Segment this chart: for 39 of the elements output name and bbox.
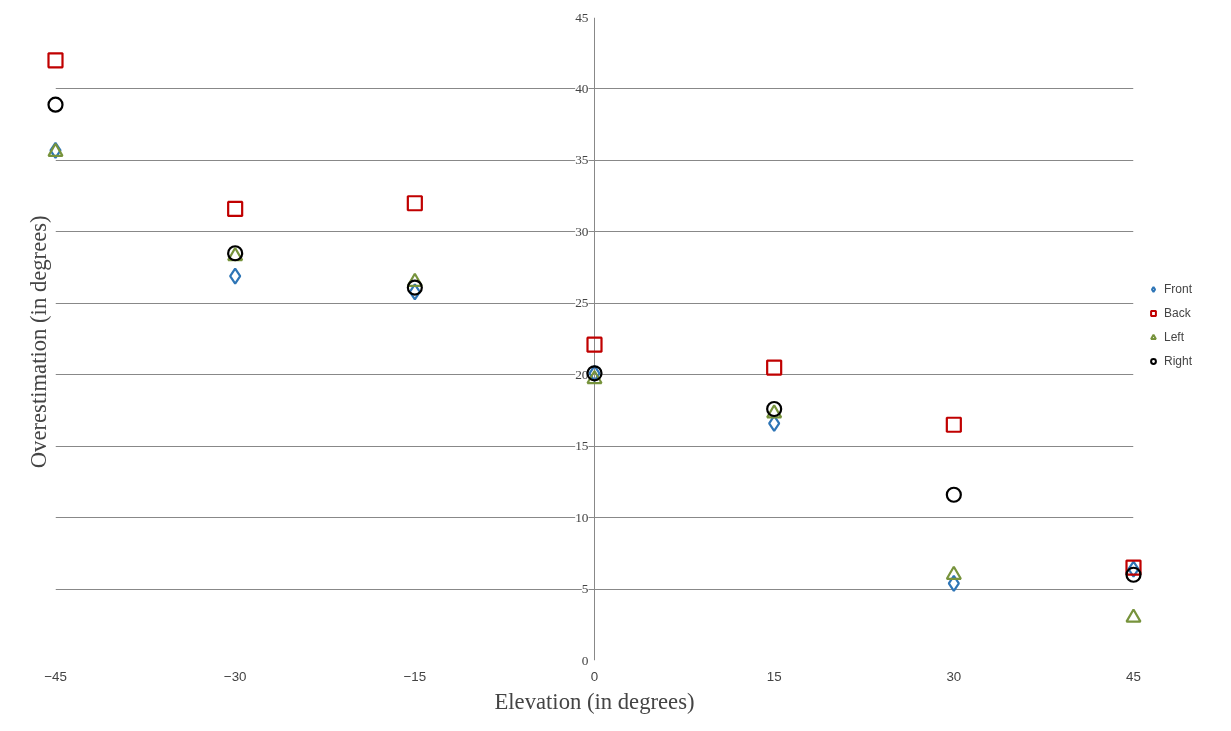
x-tick-label: −30 — [223, 668, 247, 684]
legend-label: Right — [1164, 354, 1193, 368]
x-tick-label: 15 — [766, 668, 782, 684]
x-tick-label: 45 — [1126, 668, 1141, 684]
point — [766, 400, 783, 418]
point — [47, 52, 64, 69]
point — [406, 279, 423, 296]
y-tick-label: 35 — [575, 152, 589, 168]
x-axis-title: Elevation (in degrees) — [494, 688, 695, 714]
y-axis-title: Overestimation (in degrees) — [25, 215, 51, 469]
point — [408, 283, 421, 301]
point — [586, 369, 603, 385]
legend-label: Front — [1164, 282, 1193, 296]
y-tick-label: 10 — [575, 509, 589, 525]
point — [1125, 566, 1142, 583]
y-tick-label: 45 — [575, 9, 589, 25]
point — [229, 267, 242, 285]
legend-label: Back — [1164, 306, 1191, 320]
x-tick-label: −45 — [44, 668, 67, 684]
point — [945, 486, 962, 503]
point — [47, 96, 64, 113]
point — [947, 574, 960, 592]
y-tick-label: 0 — [581, 652, 589, 668]
legend-label: Left — [1164, 330, 1185, 344]
point — [406, 195, 423, 212]
y-tick-label: 5 — [581, 581, 589, 597]
point — [945, 416, 962, 433]
point — [586, 336, 603, 353]
y-tick-label: 40 — [575, 80, 589, 96]
x-tick-label: 30 — [946, 668, 962, 684]
point — [227, 200, 244, 218]
y-tick-label: 15 — [575, 438, 589, 454]
y-tick-label: 30 — [575, 223, 589, 239]
point — [766, 359, 783, 376]
point — [945, 565, 962, 580]
x-tick-label: −15 — [403, 668, 427, 684]
point — [1125, 608, 1142, 623]
point — [766, 404, 783, 419]
y-tick-label: 25 — [575, 295, 589, 311]
